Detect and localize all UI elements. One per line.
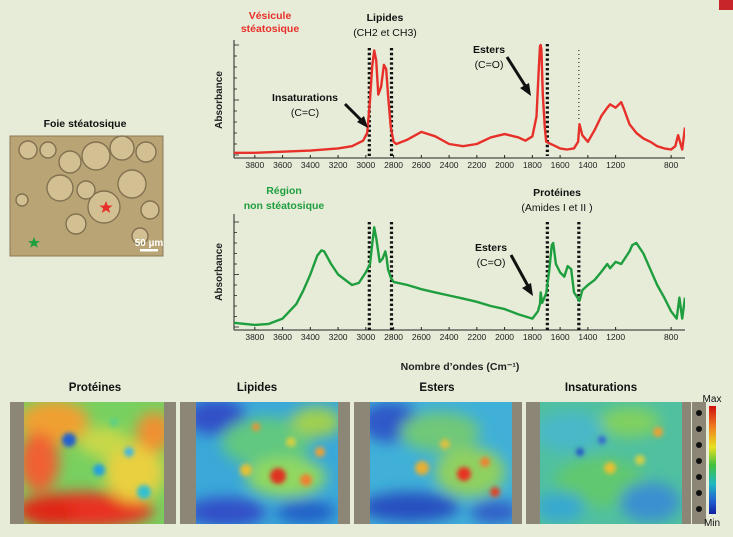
x-tick-label: 3000 xyxy=(356,160,375,170)
arrow-esters-bottom xyxy=(509,254,533,296)
accent-corner xyxy=(719,0,733,10)
x-tick-label: 3800 xyxy=(245,160,264,170)
map-label-lipides: Lipides xyxy=(237,382,277,394)
ann-amides: (Amides I et II ) xyxy=(521,202,592,214)
ann-proteines: Protéines xyxy=(533,187,581,199)
red-star-icon xyxy=(99,201,113,213)
x-tick-label: 3600 xyxy=(273,160,292,170)
x-tick-label: 2400 xyxy=(440,160,459,170)
colorbar-max: Max xyxy=(703,394,722,405)
x-tick-label: 2200 xyxy=(467,160,486,170)
top-spectrum-panel: Vésicule stéatosique Absorbance 3800 3600… xyxy=(214,10,685,170)
x-tick-label: 3000 xyxy=(356,332,375,342)
top-axes xyxy=(233,40,685,159)
x-tick-label: 800 xyxy=(664,332,678,342)
bottom-x-ticks: 3800 3600 3400 3200 3000 2800 2600 2400 2200 2000… xyxy=(245,327,678,342)
map-insaturations xyxy=(526,402,691,524)
arrow-esters-top xyxy=(505,56,531,96)
colorbar-min: Min xyxy=(704,518,720,529)
ann-lipides: Lipides xyxy=(367,12,404,24)
x-tick-label: 2600 xyxy=(412,332,431,342)
top-title-line2: stéatosique xyxy=(241,23,300,35)
ann-insaturations: Insaturations xyxy=(272,92,338,104)
x-tick-label: 1800 xyxy=(523,160,542,170)
x-tick-label: 3800 xyxy=(245,332,264,342)
x-tick-label: 1800 xyxy=(523,332,542,342)
map-label-insaturations: Insaturations xyxy=(565,382,637,394)
scale-bar-label: 50 µm xyxy=(135,238,164,249)
top-y-ticks xyxy=(234,44,239,156)
x-tick-label: 2400 xyxy=(440,332,459,342)
micrograph-title: Foie stéatosique xyxy=(44,118,127,130)
ann-co-top: (C=O) xyxy=(475,59,504,71)
map-lipides xyxy=(180,402,350,524)
x-tick-label: 1200 xyxy=(606,160,625,170)
x-tick-label: 1200 xyxy=(606,332,625,342)
bottom-ylabel: Absorbance xyxy=(214,243,225,301)
x-tick-label: 800 xyxy=(664,160,678,170)
bottom-spectrum-panel: Région non stéatosique Absorbance 3800 36… xyxy=(214,185,685,373)
x-tick-label: 2800 xyxy=(384,160,403,170)
ann-esters-bottom: Esters xyxy=(475,242,507,254)
x-tick-label: 2000 xyxy=(495,160,514,170)
x-tick-label: 1600 xyxy=(551,332,570,342)
bottom-series-line xyxy=(233,226,685,327)
colorbar: Max Min xyxy=(692,394,721,529)
maps-row: Protéines Lipides Esters Insaturations xyxy=(10,382,721,529)
ann-esters-top: Esters xyxy=(473,44,505,56)
x-tick-label: 1600 xyxy=(551,160,570,170)
bottom-y-ticks xyxy=(234,221,239,328)
ann-co-bottom: (C=O) xyxy=(477,257,506,269)
x-tick-label: 2600 xyxy=(412,160,431,170)
micrograph: 50 µm xyxy=(9,135,164,257)
bottom-title-line2: non stéatosique xyxy=(244,200,325,212)
x-axis-label: Nombre d’ondes (Cm⁻¹) xyxy=(401,361,520,373)
x-tick-label: 3200 xyxy=(329,160,348,170)
x-tick-label: 1400 xyxy=(578,160,597,170)
bottom-title-line1: Région xyxy=(266,185,302,197)
x-tick-label: 2800 xyxy=(384,332,403,342)
x-tick-label: 3400 xyxy=(301,332,320,342)
green-star-icon xyxy=(28,237,40,248)
x-tick-label: 1400 xyxy=(578,332,597,342)
x-tick-label: 2200 xyxy=(467,332,486,342)
map-label-esters: Esters xyxy=(419,382,454,394)
x-tick-label: 3600 xyxy=(273,332,292,342)
map-proteines xyxy=(10,402,176,524)
x-tick-label: 2000 xyxy=(495,332,514,342)
top-series-line xyxy=(234,43,685,154)
map-label-proteines: Protéines xyxy=(69,382,121,394)
x-tick-label: 3400 xyxy=(301,160,320,170)
arrow-insaturations xyxy=(343,102,368,128)
top-ylabel: Absorbance xyxy=(214,71,225,129)
bottom-axes xyxy=(233,214,685,331)
ann-ch2-ch3: (CH2 et CH3) xyxy=(353,27,417,39)
top-title-line1: Vésicule xyxy=(249,10,292,22)
x-tick-label: 3200 xyxy=(329,332,348,342)
map-esters xyxy=(354,402,522,524)
ann-cc: (C=C) xyxy=(291,107,319,119)
top-x-ticks: 3800 3600 3400 3200 3000 2800 2600 2400 2200 2000… xyxy=(245,155,678,170)
